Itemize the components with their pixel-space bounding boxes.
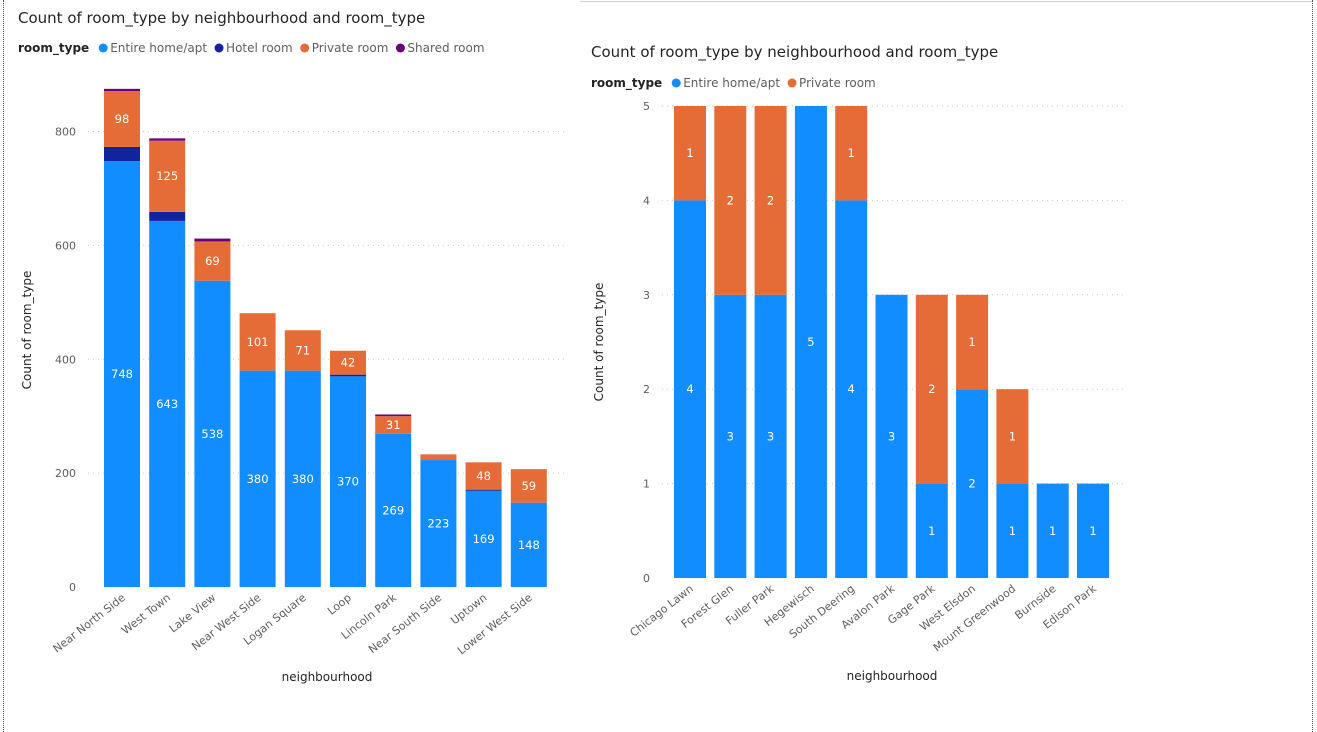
c1-x-tick-label: Uptown — [448, 591, 489, 627]
c1-legend-marker-shared-room — [395, 43, 405, 53]
c1-y-tick-label: 400 — [55, 353, 76, 366]
c1-legend-marker-entire-home-apt — [98, 43, 108, 53]
c1-y-tick-label: 600 — [55, 239, 76, 252]
c1-legend-item-shared-room[interactable]: Shared room — [395, 41, 485, 55]
c1-data-label-lake-view-entire-home-apt: 538 — [201, 427, 223, 441]
c1-bar-near-north-side-entire-home-apt[interactable] — [104, 161, 140, 587]
visual-border-top — [580, 1, 1312, 2]
c1-data-label-near-north-side-entire-home-apt: 748 — [111, 367, 133, 381]
c1-legend-label-entire-home-apt: Entire home/apt — [110, 41, 207, 55]
c1-bar-logan-square-private-room[interactable] — [284, 330, 321, 371]
c1-legend-label-shared-room: Shared room — [407, 41, 484, 55]
c1-bar-lincoln-park-shared-room[interactable] — [375, 414, 412, 417]
c1-bar-loop-entire-home-apt[interactable] — [330, 376, 366, 587]
c1-legend-item-hotel-room[interactable]: Hotel room — [214, 41, 293, 55]
c1-bar-near-west-side-entire-home-apt[interactable] — [239, 370, 276, 587]
c1-data-label-near-west-side-private-room: 101 — [247, 335, 269, 349]
c1-data-label-logan-square-private-room: 71 — [295, 343, 310, 357]
c1-bar-west-town-private-room[interactable] — [149, 140, 186, 212]
c1-bar-near-south-side-entire-home-apt[interactable] — [420, 460, 457, 587]
c1-legend-label-hotel-room: Hotel room — [226, 41, 293, 55]
c1-bar-west-town-entire-home-apt[interactable] — [149, 220, 186, 587]
c1-y-tick-label: 0 — [69, 581, 76, 594]
chart-left-legend[interactable]: room_type Entire home/apt Hotel room Privat… — [18, 41, 485, 56]
c1-data-label-uptown-entire-home-apt: 169 — [473, 532, 495, 546]
c1-x-tick-label: West Town — [119, 591, 173, 637]
c1-data-label-logan-square-entire-home-apt: 380 — [292, 472, 314, 486]
c1-legend-item-private-room[interactable]: Private room — [300, 41, 388, 55]
c1-bar-west-town-hotel-room[interactable] — [149, 211, 186, 221]
c1-bar-logan-square-entire-home-apt[interactable] — [284, 370, 321, 587]
c1-legend-label-private-room: Private room — [312, 41, 389, 55]
c1-bar-loop-private-room[interactable] — [330, 350, 366, 375]
c1-bar-west-town-shared-room[interactable] — [149, 138, 186, 141]
chart-left-y-axis-title: Count of room_type — [20, 271, 34, 390]
c1-bar-lower-west-side-private-room[interactable] — [510, 469, 547, 503]
c1-bar-uptown-private-room[interactable] — [465, 462, 502, 490]
c1-bar-loop-hotel-room[interactable] — [330, 374, 366, 377]
c1-x-tick-label: Near North Side — [51, 591, 128, 655]
c1-bar-near-west-side-private-room[interactable] — [239, 313, 276, 371]
c1-bar-uptown-entire-home-apt[interactable] — [465, 490, 502, 587]
page-border-right — [1312, 0, 1313, 732]
c1-bar-lake-view-private-room[interactable] — [194, 241, 231, 281]
c1-bar-lower-west-side-entire-home-apt[interactable] — [510, 502, 547, 587]
c1-x-tick-label: Lower West Side — [455, 591, 535, 657]
c1-data-label-lincoln-park-entire-home-apt: 269 — [382, 503, 404, 517]
c1-legend-item-entire-home-apt[interactable]: Entire home/apt — [98, 41, 208, 55]
c1-legend-title: room_type — [18, 41, 89, 56]
c1-data-label-loop-entire-home-apt: 370 — [337, 475, 359, 489]
c1-bar-near-north-side-private-room[interactable] — [104, 91, 140, 147]
c1-x-tick-label: Loop — [325, 591, 354, 617]
c1-bar-near-south-side-private-room[interactable] — [420, 454, 457, 461]
c1-bar-near-north-side-shared-room[interactable] — [104, 88, 140, 92]
c1-data-label-near-south-side-entire-home-apt: 223 — [427, 517, 449, 531]
c1-y-tick-label: 800 — [55, 126, 76, 139]
c1-bar-lincoln-park-private-room[interactable] — [375, 416, 412, 434]
chart-left-x-axis-title: neighbourhood — [282, 670, 373, 684]
c1-y-tick-label: 200 — [55, 467, 76, 480]
c1-bar-uptown-hotel-room[interactable] — [465, 489, 502, 491]
c1-data-label-lincoln-park-private-room: 31 — [386, 418, 401, 432]
c1-data-label-lower-west-side-private-room: 59 — [521, 479, 536, 493]
c1-bar-near-north-side-hotel-room[interactable] — [104, 146, 140, 162]
chart-left-title: Count of room_type by neighbourhood and … — [18, 9, 425, 28]
c1-data-label-west-town-private-room: 125 — [156, 169, 178, 183]
c1-legend-marker-private-room — [300, 43, 310, 53]
c1-data-label-loop-private-room: 42 — [341, 356, 356, 370]
c1-data-label-near-west-side-entire-home-apt: 380 — [247, 472, 269, 486]
c1-data-label-uptown-private-room: 48 — [476, 469, 491, 483]
c1-data-label-near-north-side-private-room: 98 — [115, 112, 130, 126]
c1-data-label-lake-view-private-room: 69 — [205, 254, 220, 268]
c1-bar-lake-view-entire-home-apt[interactable] — [194, 280, 231, 587]
c1-data-label-west-town-entire-home-apt: 643 — [156, 397, 178, 411]
c1-legend-marker-hotel-room — [214, 43, 224, 53]
c1-bar-lincoln-park-entire-home-apt[interactable] — [375, 433, 412, 587]
c1-bar-lake-view-shared-room[interactable] — [194, 238, 231, 242]
page-border-left — [3, 0, 4, 732]
c1-data-label-lower-west-side-entire-home-apt: 148 — [518, 538, 540, 552]
